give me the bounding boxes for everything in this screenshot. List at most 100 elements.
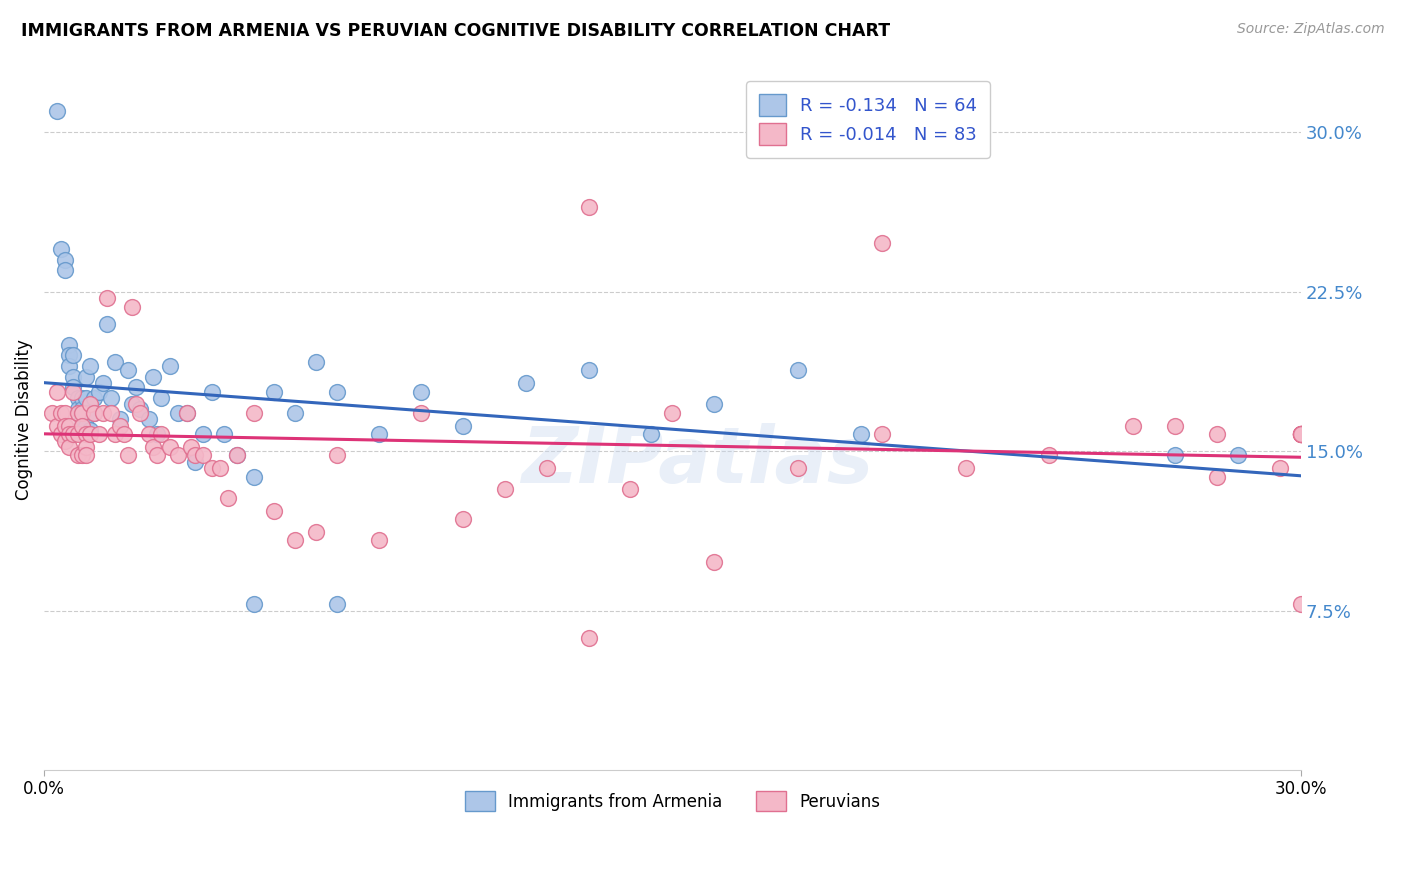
Point bbox=[45, 103, 67, 118]
Point bbox=[91, 376, 114, 391]
Point bbox=[180, 440, 202, 454]
Point bbox=[49, 406, 72, 420]
Point bbox=[640, 427, 662, 442]
Point bbox=[58, 349, 80, 363]
Point bbox=[1289, 427, 1312, 442]
Point bbox=[75, 418, 97, 433]
Point bbox=[1205, 427, 1227, 442]
Text: IMMIGRANTS FROM ARMENIA VS PERUVIAN COGNITIVE DISABILITY CORRELATION CHART: IMMIGRANTS FROM ARMENIA VS PERUVIAN COGN… bbox=[21, 22, 890, 40]
Point bbox=[176, 406, 198, 420]
Point bbox=[703, 555, 725, 569]
Point bbox=[1268, 461, 1291, 475]
Point bbox=[49, 427, 72, 442]
Point bbox=[787, 461, 810, 475]
Y-axis label: Cognitive Disability: Cognitive Disability bbox=[15, 339, 32, 500]
Point bbox=[1289, 427, 1312, 442]
Point bbox=[53, 406, 76, 420]
Point bbox=[305, 524, 328, 539]
Point bbox=[451, 512, 474, 526]
Point bbox=[242, 469, 264, 483]
Point bbox=[108, 412, 131, 426]
Point bbox=[1122, 418, 1144, 433]
Point bbox=[150, 427, 173, 442]
Point bbox=[159, 359, 181, 373]
Point bbox=[96, 317, 118, 331]
Point bbox=[104, 355, 127, 369]
Point bbox=[83, 391, 105, 405]
Point bbox=[326, 449, 349, 463]
Point bbox=[117, 449, 139, 463]
Point bbox=[70, 418, 93, 433]
Point bbox=[1038, 449, 1060, 463]
Point bbox=[494, 483, 516, 497]
Point bbox=[121, 300, 143, 314]
Point bbox=[326, 597, 349, 611]
Point bbox=[201, 384, 224, 399]
Point bbox=[58, 418, 80, 433]
Point bbox=[100, 406, 122, 420]
Point bbox=[661, 406, 683, 420]
Point bbox=[70, 412, 93, 426]
Point bbox=[75, 427, 97, 442]
Point bbox=[83, 406, 105, 420]
Point bbox=[70, 449, 93, 463]
Point bbox=[787, 363, 810, 377]
Point bbox=[53, 263, 76, 277]
Point bbox=[70, 406, 93, 420]
Point bbox=[409, 406, 432, 420]
Point bbox=[41, 406, 63, 420]
Point bbox=[1289, 427, 1312, 442]
Point bbox=[870, 235, 893, 250]
Point bbox=[159, 440, 181, 454]
Point bbox=[167, 449, 190, 463]
Point bbox=[225, 449, 247, 463]
Point bbox=[1289, 427, 1312, 442]
Point bbox=[1164, 418, 1187, 433]
Point bbox=[703, 397, 725, 411]
Point bbox=[49, 242, 72, 256]
Point bbox=[1289, 427, 1312, 442]
Point bbox=[66, 423, 89, 437]
Legend: Immigrants from Armenia, Peruvians: Immigrants from Armenia, Peruvians bbox=[451, 778, 893, 825]
Point bbox=[142, 369, 165, 384]
Point bbox=[263, 503, 285, 517]
Point bbox=[62, 380, 84, 394]
Point bbox=[45, 418, 67, 433]
Point bbox=[79, 427, 101, 442]
Point bbox=[129, 401, 152, 416]
Point bbox=[1226, 449, 1249, 463]
Point bbox=[536, 461, 558, 475]
Point bbox=[201, 461, 224, 475]
Point bbox=[62, 384, 84, 399]
Point bbox=[53, 252, 76, 267]
Point bbox=[66, 449, 89, 463]
Point bbox=[217, 491, 239, 505]
Point bbox=[117, 363, 139, 377]
Point bbox=[1289, 427, 1312, 442]
Point bbox=[112, 427, 135, 442]
Point bbox=[96, 291, 118, 305]
Point bbox=[100, 391, 122, 405]
Point bbox=[75, 440, 97, 454]
Point bbox=[284, 406, 307, 420]
Point bbox=[121, 397, 143, 411]
Point bbox=[146, 427, 169, 442]
Point bbox=[125, 397, 148, 411]
Point bbox=[79, 423, 101, 437]
Point bbox=[1205, 469, 1227, 483]
Point bbox=[142, 440, 165, 454]
Text: Source: ZipAtlas.com: Source: ZipAtlas.com bbox=[1237, 22, 1385, 37]
Point bbox=[305, 355, 328, 369]
Point bbox=[66, 401, 89, 416]
Point bbox=[104, 427, 127, 442]
Point bbox=[75, 449, 97, 463]
Point bbox=[53, 434, 76, 448]
Point bbox=[1289, 597, 1312, 611]
Point bbox=[578, 363, 600, 377]
Point bbox=[1289, 427, 1312, 442]
Point bbox=[138, 427, 160, 442]
Point bbox=[409, 384, 432, 399]
Point bbox=[58, 440, 80, 454]
Point bbox=[66, 406, 89, 420]
Point bbox=[146, 449, 169, 463]
